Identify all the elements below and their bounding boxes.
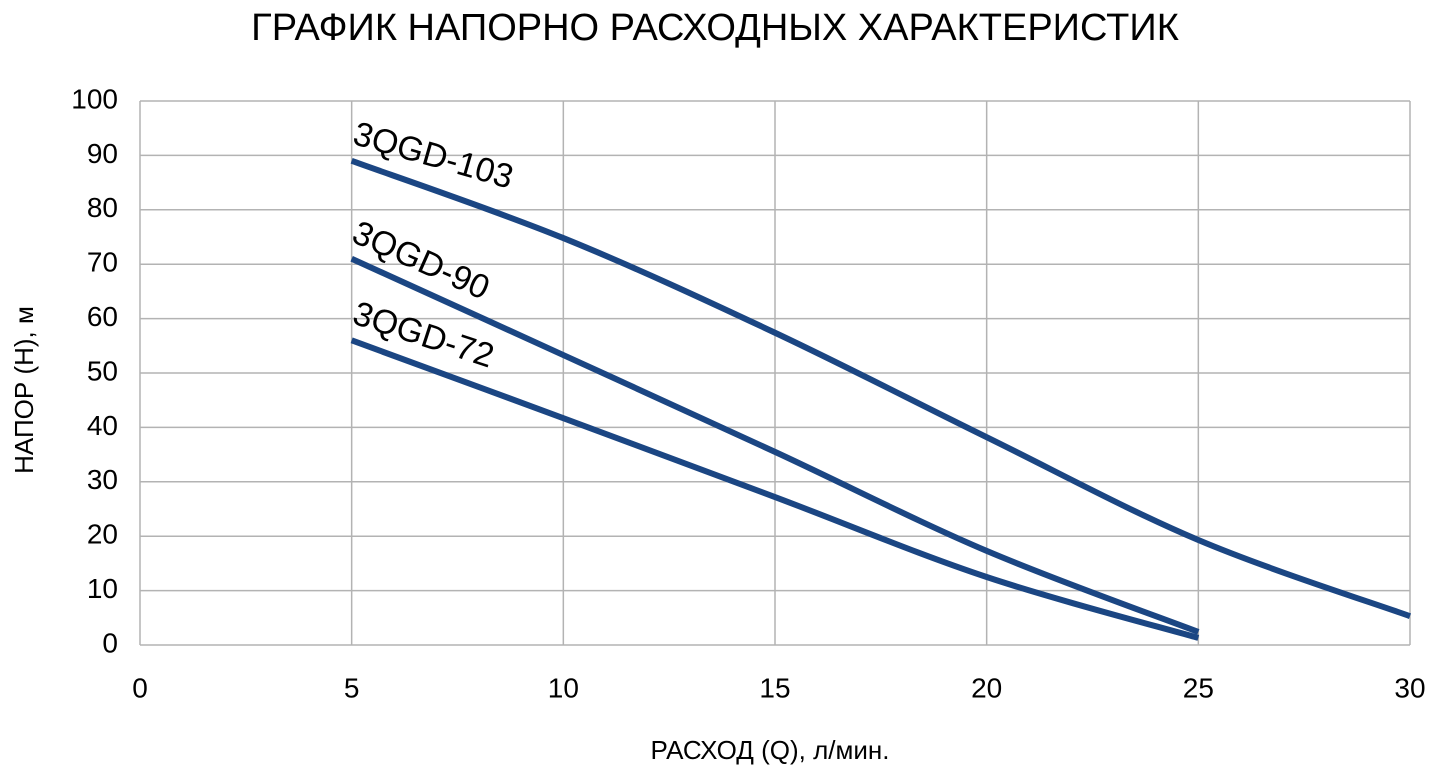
y-tick-label: 40 (87, 410, 118, 441)
x-axis-title: РАСХОД (Q), л/мин. (650, 735, 889, 765)
series-label: 3QGD-103 (349, 115, 518, 197)
y-tick-label: 10 (87, 573, 118, 604)
series-line (350, 158, 1412, 619)
y-tick-label: 70 (87, 247, 118, 278)
x-tick-label: 5 (344, 672, 360, 703)
y-tick-label: 50 (87, 355, 118, 386)
y-axis-title: НАПОР (Н), м (9, 306, 39, 474)
chart-title: ГРАФИК НАПОРНО РАСХОДНЫХ ХАРАКТЕРИСТИК (251, 7, 1179, 49)
x-tick-label: 15 (759, 672, 790, 703)
x-tick-label: 30 (1394, 672, 1425, 703)
series-line (350, 256, 1200, 635)
y-tick-label: 90 (87, 138, 118, 169)
x-tick-label: 25 (1183, 672, 1214, 703)
y-tick-label: 30 (87, 464, 118, 495)
series-line (350, 337, 1200, 641)
y-tick-label: 100 (71, 83, 118, 114)
y-tick-label: 0 (102, 627, 118, 658)
x-tick-label: 0 (132, 672, 148, 703)
y-tick-label: 20 (87, 519, 118, 550)
y-tick-label: 60 (87, 301, 118, 332)
y-tick-label: 80 (87, 192, 118, 223)
x-tick-label: 10 (548, 672, 579, 703)
x-tick-label: 20 (971, 672, 1002, 703)
series-label: 3QGD-72 (348, 294, 498, 375)
